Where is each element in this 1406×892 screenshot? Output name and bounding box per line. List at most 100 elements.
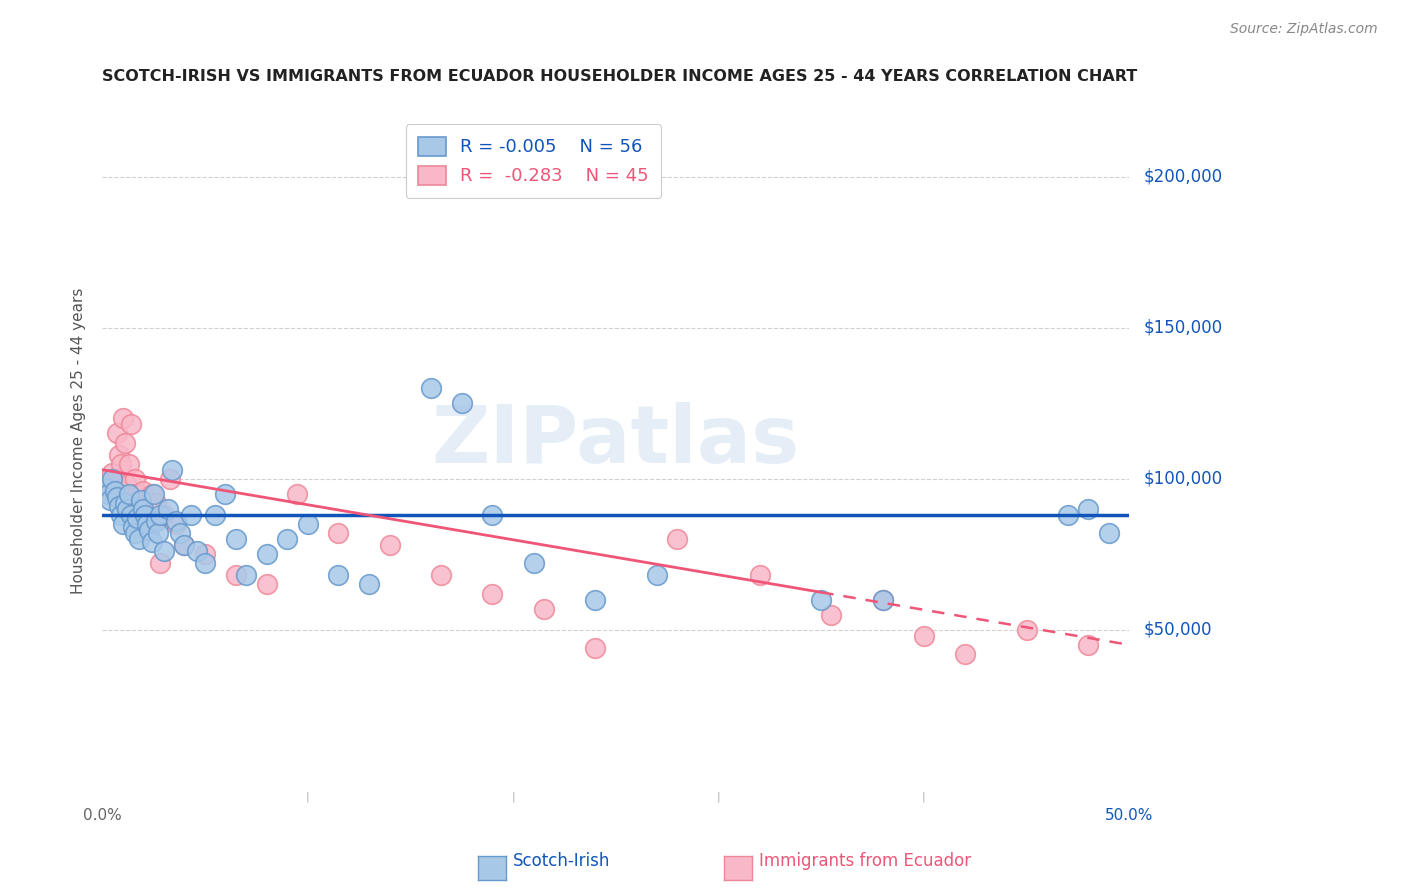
Point — [97, 487, 120, 501]
Point — [141, 535, 163, 549]
Text: |: | — [717, 792, 720, 802]
Point — [173, 538, 195, 552]
Text: 50.0%: 50.0% — [1105, 808, 1153, 823]
Point — [134, 508, 156, 522]
Point — [103, 472, 125, 486]
Point — [145, 496, 167, 510]
Point — [129, 492, 152, 507]
Point — [533, 601, 555, 615]
Point — [122, 487, 145, 501]
Point — [105, 426, 128, 441]
Point — [872, 592, 894, 607]
Point — [214, 487, 236, 501]
Point — [481, 586, 503, 600]
Point — [142, 487, 165, 501]
Y-axis label: Householder Income Ages 25 - 44 years: Householder Income Ages 25 - 44 years — [72, 288, 86, 594]
Point — [107, 499, 129, 513]
Text: $50,000: $50,000 — [1143, 621, 1212, 639]
Point — [100, 487, 122, 501]
Point — [149, 508, 172, 522]
Point — [124, 526, 146, 541]
Point — [138, 523, 160, 537]
Point — [159, 472, 181, 486]
Point — [110, 508, 132, 522]
Point — [359, 577, 381, 591]
Point — [328, 568, 350, 582]
Point — [225, 532, 247, 546]
Point — [1077, 638, 1099, 652]
Point — [136, 517, 159, 532]
Point — [129, 508, 152, 522]
Point — [118, 487, 141, 501]
Point — [430, 568, 453, 582]
Point — [165, 514, 187, 528]
Point — [120, 508, 142, 522]
Point — [194, 557, 217, 571]
Point — [103, 483, 125, 498]
Point — [114, 496, 136, 510]
Point — [194, 547, 217, 561]
Point — [96, 472, 118, 486]
Point — [97, 481, 120, 495]
Point — [156, 502, 179, 516]
Point — [872, 592, 894, 607]
Text: 0.0%: 0.0% — [83, 808, 121, 823]
Point — [146, 526, 169, 541]
Point — [645, 568, 668, 582]
Point — [100, 492, 122, 507]
Text: |: | — [307, 792, 309, 802]
Point — [1015, 623, 1038, 637]
Point — [256, 547, 278, 561]
Point — [160, 463, 183, 477]
Point — [101, 466, 124, 480]
Point — [953, 647, 976, 661]
Legend: R = -0.005    N = 56, R =  -0.283    N = 45: R = -0.005 N = 56, R = -0.283 N = 45 — [406, 124, 661, 198]
Text: Source: ZipAtlas.com: Source: ZipAtlas.com — [1230, 22, 1378, 37]
Point — [127, 511, 149, 525]
Point — [297, 517, 319, 532]
Point — [583, 640, 606, 655]
Point — [522, 557, 544, 571]
Point — [118, 457, 141, 471]
Point — [120, 417, 142, 432]
Text: $150,000: $150,000 — [1143, 318, 1222, 337]
Point — [136, 517, 159, 532]
Point — [583, 592, 606, 607]
Point — [132, 483, 155, 498]
Point — [165, 517, 187, 532]
Point — [153, 508, 176, 522]
Point — [450, 396, 472, 410]
Point — [186, 544, 208, 558]
Point — [912, 629, 935, 643]
Point — [748, 568, 770, 582]
Point — [153, 544, 176, 558]
Point — [256, 577, 278, 591]
Point — [180, 508, 202, 522]
Point — [111, 411, 134, 425]
Point — [124, 472, 146, 486]
Point — [122, 520, 145, 534]
Point — [107, 448, 129, 462]
Point — [1077, 502, 1099, 516]
Point — [114, 435, 136, 450]
Point — [285, 487, 308, 501]
Point — [110, 457, 132, 471]
Point — [820, 607, 842, 622]
Point — [810, 592, 832, 607]
Point — [141, 487, 163, 501]
Text: Immigrants from Ecuador: Immigrants from Ecuador — [759, 852, 972, 870]
Point — [128, 532, 150, 546]
Point — [276, 532, 298, 546]
Point — [115, 502, 138, 516]
Text: ZIPatlas: ZIPatlas — [432, 402, 800, 480]
Point — [101, 472, 124, 486]
Text: $200,000: $200,000 — [1143, 168, 1222, 186]
Point — [378, 538, 401, 552]
Point — [169, 526, 191, 541]
Point — [128, 502, 150, 516]
Point — [111, 517, 134, 532]
Point — [115, 478, 138, 492]
Point — [1056, 508, 1078, 522]
Text: SCOTCH-IRISH VS IMMIGRANTS FROM ECUADOR HOUSEHOLDER INCOME AGES 25 - 44 YEARS CO: SCOTCH-IRISH VS IMMIGRANTS FROM ECUADOR … — [103, 69, 1137, 84]
Point — [225, 568, 247, 582]
